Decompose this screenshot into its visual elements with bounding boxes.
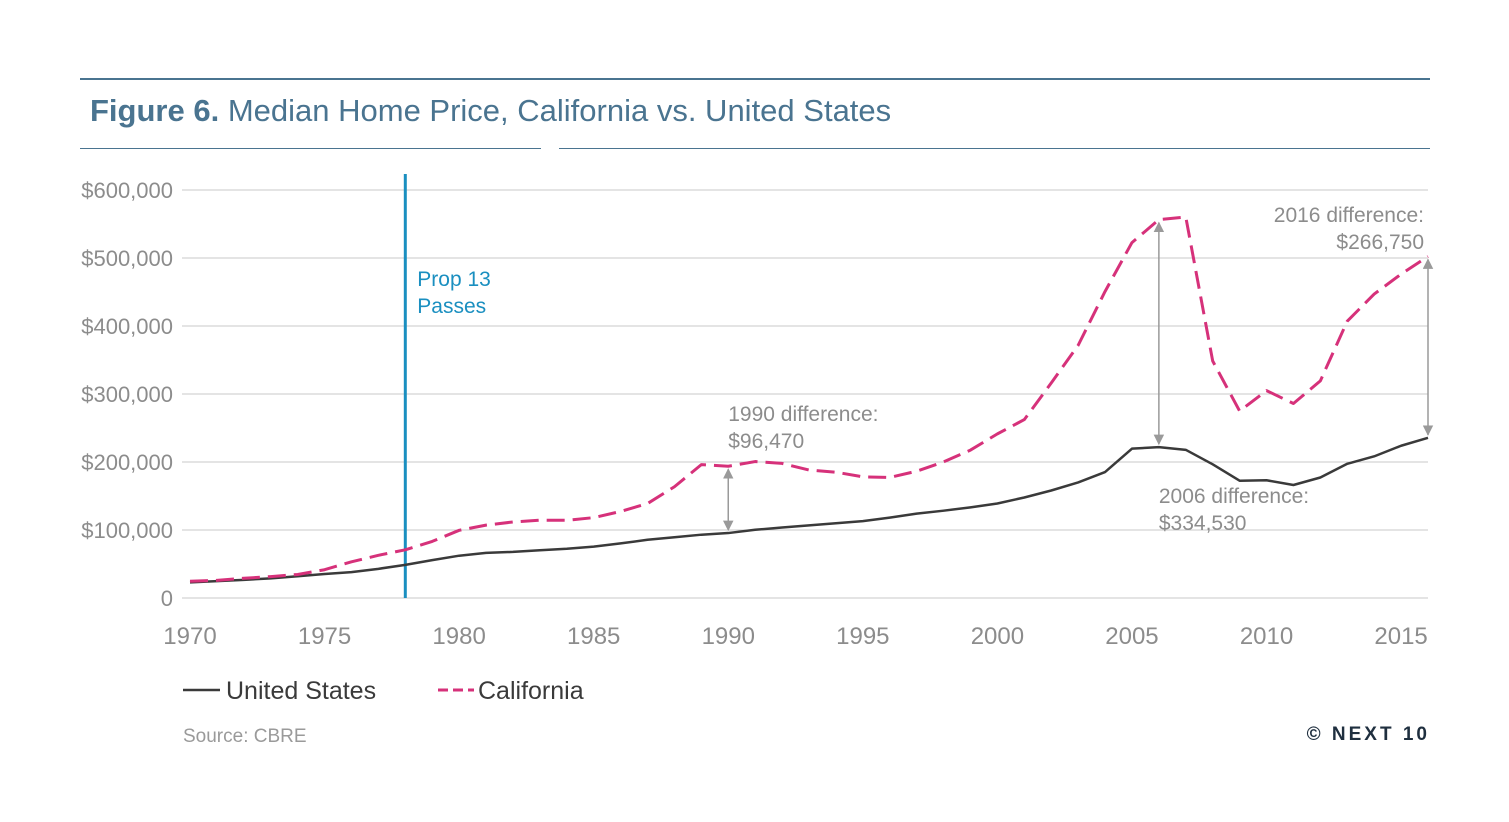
california-series-line xyxy=(189,215,1429,583)
prop13-label: Prop 13 xyxy=(417,268,491,291)
legend-united-states-label: United States xyxy=(226,677,376,705)
difference-label: 2016 difference: xyxy=(1274,204,1424,227)
x-tick-label: 2000 xyxy=(971,623,1024,650)
figure-title: Figure 6. Median Home Price, California … xyxy=(90,92,891,130)
x-tick-label: 2005 xyxy=(1105,623,1158,650)
x-tick-label: 1985 xyxy=(567,623,620,650)
x-tick-label: 1995 xyxy=(836,623,889,650)
x-tick-label: 2015 xyxy=(1374,623,1427,650)
x-tick-label: 1975 xyxy=(298,623,351,650)
y-tick-label: $300,000 xyxy=(81,382,173,407)
x-tick-label: 1980 xyxy=(432,623,485,650)
legend-california-label: California xyxy=(478,677,584,705)
figure-number: Figure 6. xyxy=(90,93,220,128)
difference-label: 1990 difference: xyxy=(728,403,878,426)
difference-label: 2006 difference: xyxy=(1159,485,1309,508)
x-tick-label: 1990 xyxy=(702,623,755,650)
x-tick-label: 2010 xyxy=(1240,623,1293,650)
header-top-rule xyxy=(80,78,1430,80)
prop13-label: Passes xyxy=(417,295,486,318)
source-note: Source: CBRE xyxy=(183,726,307,747)
y-tick-label: $600,000 xyxy=(81,178,173,203)
y-tick-label: $500,000 xyxy=(81,246,173,271)
figure-title-text: Median Home Price, California vs. United… xyxy=(227,93,892,128)
difference-value: $96,470 xyxy=(728,430,804,453)
difference-value: $334,530 xyxy=(1159,512,1247,535)
y-tick-label: 0 xyxy=(161,586,173,611)
difference-value: $266,750 xyxy=(1336,231,1424,254)
header-bottom-rule-right xyxy=(559,148,1430,149)
united-states-series-line xyxy=(189,436,1429,584)
header-bottom-rule-left xyxy=(80,148,541,149)
copyright-mark: © NEXT 10 xyxy=(1306,724,1430,745)
y-tick-label: $100,000 xyxy=(81,518,173,543)
x-tick-label: 1970 xyxy=(163,623,216,650)
y-tick-label: $200,000 xyxy=(81,450,173,475)
y-tick-label: $400,000 xyxy=(81,314,173,339)
